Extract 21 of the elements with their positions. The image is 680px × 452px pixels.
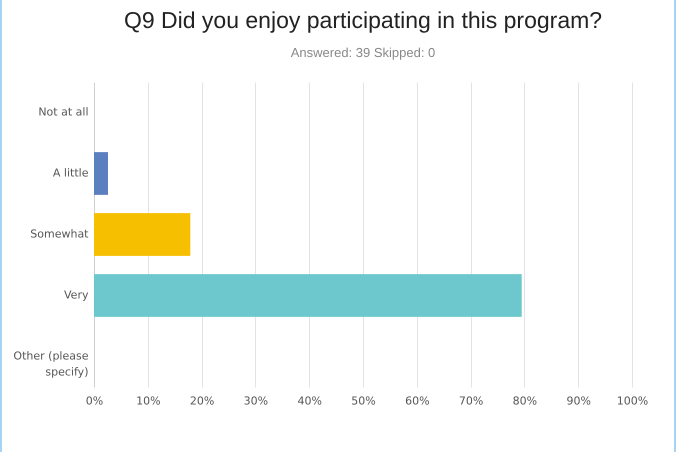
- chart-subtitle: Answered: 39 Skipped: 0: [290, 45, 436, 60]
- x-tick-label: 20%: [190, 394, 214, 408]
- bar: [94, 152, 108, 195]
- y-tick-label: Somewhat: [30, 228, 90, 240]
- x-tick-label: 100%: [616, 394, 648, 408]
- x-tick-label: 0%: [86, 394, 104, 408]
- x-tick-label: 90%: [566, 394, 591, 408]
- y-tick-label: Very: [64, 288, 89, 302]
- x-tick-label: 30%: [244, 394, 268, 408]
- x-tick-label: 40%: [297, 394, 322, 408]
- x-tick-label: 10%: [136, 394, 161, 408]
- x-tick-label: 70%: [458, 394, 484, 408]
- bar: [94, 213, 190, 256]
- y-tick-label: Not at all: [38, 106, 88, 118]
- chart-title: Q9 Did you enjoy participating in this program?: [124, 7, 602, 33]
- x-tick-label: 50%: [351, 394, 376, 408]
- x-tick-label: 80%: [512, 394, 538, 408]
- y-tick-label: Other (please specify): [13, 350, 89, 378]
- y-tick-label: A little: [52, 166, 89, 180]
- bar: [94, 274, 522, 317]
- x-tick-label: 60%: [405, 394, 430, 408]
